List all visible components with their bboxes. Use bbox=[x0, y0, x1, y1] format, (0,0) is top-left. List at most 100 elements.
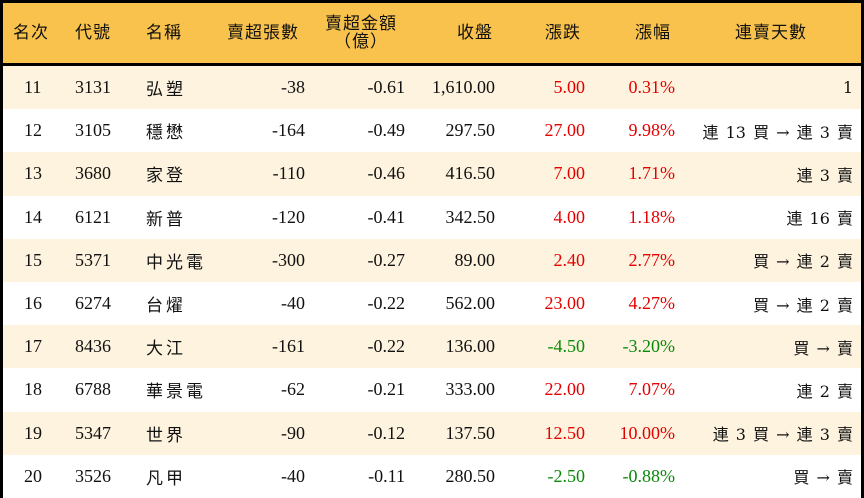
streak-cell: 連 3 賣 bbox=[796, 165, 853, 185]
close-price-cell: 342.50 bbox=[445, 206, 496, 227]
header-code: 代號 bbox=[75, 23, 111, 43]
stock-name-cell: 弘塑 bbox=[146, 80, 186, 101]
change-cell: 23.00 bbox=[544, 293, 586, 314]
change-cell: 22.00 bbox=[544, 379, 586, 400]
header-net-sell-amount: 賣超金額 （億） bbox=[325, 3, 397, 63]
net-sell-lots-cell: -120 bbox=[272, 206, 305, 227]
rank-cell: 18 bbox=[24, 379, 42, 400]
change-cell: 12.50 bbox=[544, 422, 586, 443]
close-price-cell: 416.50 bbox=[445, 163, 496, 184]
code-cell: 3131 bbox=[75, 77, 111, 98]
change-pct-cell: -0.88% bbox=[622, 465, 676, 486]
net-sell-lots-cell: -40 bbox=[281, 465, 305, 486]
rank-cell: 13 bbox=[24, 163, 42, 184]
net-sell-amount-cell: -0.22 bbox=[367, 293, 406, 314]
net-sell-lots-cell: -62 bbox=[281, 379, 305, 400]
table-row: 12 3105 穩懋 -164 -0.49 297.50 27.00 9.98%… bbox=[3, 109, 861, 153]
change-cell: 4.00 bbox=[553, 206, 586, 227]
stock-name-cell: 凡甲 bbox=[146, 468, 186, 489]
rank-cell: 20 bbox=[24, 465, 42, 486]
code-cell: 3526 bbox=[75, 465, 111, 486]
streak-cell: 連 2 賣 bbox=[796, 381, 853, 401]
change-pct-cell: 2.77% bbox=[628, 249, 676, 270]
table-row: 19 5347 世界 -90 -0.12 137.50 12.50 10.00%… bbox=[3, 411, 861, 455]
rank-cell: 16 bbox=[24, 293, 42, 314]
header-net-sell-amount-unit: （億） bbox=[334, 32, 388, 52]
net-sell-amount-cell: -0.12 bbox=[367, 422, 406, 443]
change-cell: 7.00 bbox=[553, 163, 586, 184]
stock-name-cell: 家登 bbox=[146, 166, 186, 187]
table-row: 20 3526 凡甲 -40 -0.11 280.50 -2.50 -0.88%… bbox=[3, 454, 861, 498]
code-cell: 6121 bbox=[75, 206, 111, 227]
net-sell-amount-cell: -0.46 bbox=[367, 163, 406, 184]
rank-cell: 15 bbox=[24, 249, 42, 270]
table-row: 15 5371 中光電 -300 -0.27 89.00 2.40 2.77% … bbox=[3, 238, 861, 282]
rank-cell: 17 bbox=[24, 336, 42, 357]
table-row: 14 6121 新普 -120 -0.41 342.50 4.00 1.18% … bbox=[3, 195, 861, 239]
close-price-cell: 89.00 bbox=[454, 249, 496, 270]
net-sell-amount-cell: -0.41 bbox=[367, 206, 406, 227]
table-body: 11 3131 弘塑 -38 -0.61 1,610.00 5.00 0.31%… bbox=[3, 66, 861, 498]
header-name: 名稱 bbox=[146, 23, 182, 43]
close-price-cell: 297.50 bbox=[445, 120, 496, 141]
net-sell-amount-cell: -0.22 bbox=[367, 336, 406, 357]
change-pct-cell: 0.31% bbox=[628, 77, 676, 98]
streak-cell: 連 13 買 → 連 3 賣 bbox=[702, 122, 853, 142]
stock-name-cell: 台燿 bbox=[146, 296, 186, 317]
table-row: 18 6788 華景電 -62 -0.21 333.00 22.00 7.07%… bbox=[3, 368, 861, 412]
change-cell: -4.50 bbox=[547, 336, 586, 357]
change-pct-cell: 9.98% bbox=[628, 120, 676, 141]
rank-cell: 19 bbox=[24, 422, 42, 443]
change-pct-cell: 7.07% bbox=[628, 379, 676, 400]
net-sell-amount-cell: -0.11 bbox=[368, 465, 405, 486]
table-row: 16 6274 台燿 -40 -0.22 562.00 23.00 4.27% … bbox=[3, 282, 861, 326]
change-cell: 27.00 bbox=[544, 120, 586, 141]
change-cell: -2.50 bbox=[547, 465, 586, 486]
stock-name-cell: 華景電 bbox=[146, 382, 206, 403]
change-pct-cell: 1.18% bbox=[628, 206, 676, 227]
header-close: 收盤 bbox=[457, 23, 493, 43]
table-row: 13 3680 家登 -110 -0.46 416.50 7.00 1.71% … bbox=[3, 152, 861, 196]
close-price-cell: 280.50 bbox=[445, 465, 496, 486]
net-sell-amount-cell: -0.21 bbox=[367, 379, 406, 400]
streak-cell: 買 → 連 2 賣 bbox=[753, 252, 853, 272]
rank-cell: 12 bbox=[24, 120, 42, 141]
code-cell: 8436 bbox=[75, 336, 111, 357]
net-sell-lots-cell: -300 bbox=[272, 249, 305, 270]
stock-name-cell: 穩懋 bbox=[146, 123, 186, 144]
streak-cell: 買 → 連 2 賣 bbox=[753, 295, 853, 315]
change-pct-cell: 10.00% bbox=[619, 422, 676, 443]
net-sell-lots-cell: -164 bbox=[272, 120, 305, 141]
header-net-sell-lots: 賣超張數 bbox=[227, 23, 299, 43]
code-cell: 6788 bbox=[75, 379, 111, 400]
header-rank: 名次 bbox=[13, 23, 49, 43]
header-change: 漲跌 bbox=[545, 23, 581, 43]
net-sell-lots-cell: -110 bbox=[272, 163, 305, 184]
streak-cell: 連 3 買 → 連 3 賣 bbox=[712, 425, 853, 445]
change-pct-cell: 4.27% bbox=[628, 293, 676, 314]
change-pct-cell: 1.71% bbox=[628, 163, 676, 184]
stock-name-cell: 大江 bbox=[146, 339, 186, 360]
net-sell-lots-cell: -90 bbox=[281, 422, 305, 443]
close-price-cell: 137.50 bbox=[445, 422, 496, 443]
change-cell: 2.40 bbox=[553, 249, 586, 270]
streak-cell: 買 → 賣 bbox=[793, 468, 853, 488]
close-price-cell: 1,610.00 bbox=[432, 77, 495, 98]
code-cell: 3680 bbox=[75, 163, 111, 184]
net-sell-lots-cell: -40 bbox=[281, 293, 305, 314]
net-sell-amount-cell: -0.27 bbox=[367, 249, 406, 270]
change-cell: 5.00 bbox=[553, 77, 586, 98]
net-sell-amount-cell: -0.49 bbox=[367, 120, 406, 141]
table-row: 11 3131 弘塑 -38 -0.61 1,610.00 5.00 0.31%… bbox=[3, 66, 861, 110]
net-sell-lots-cell: -161 bbox=[272, 336, 305, 357]
header-change-pct: 漲幅 bbox=[635, 23, 671, 43]
stock-name-cell: 中光電 bbox=[146, 252, 206, 273]
close-price-cell: 562.00 bbox=[445, 293, 496, 314]
close-price-cell: 333.00 bbox=[445, 379, 496, 400]
code-cell: 5347 bbox=[75, 422, 111, 443]
streak-cell: 買 → 賣 bbox=[793, 338, 853, 358]
code-cell: 6274 bbox=[75, 293, 111, 314]
code-cell: 3105 bbox=[75, 120, 111, 141]
table-row: 17 8436 大江 -161 -0.22 136.00 -4.50 -3.20… bbox=[3, 325, 861, 369]
